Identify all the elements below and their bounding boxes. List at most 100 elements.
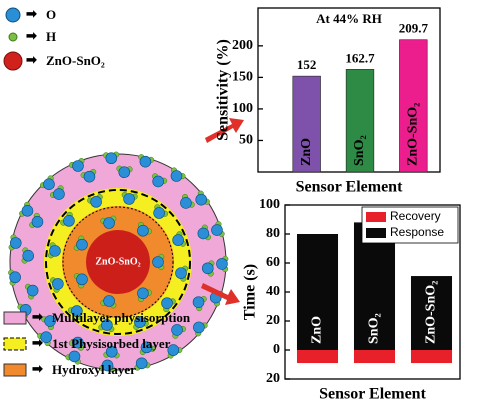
y-tick-label: 100 xyxy=(259,197,280,212)
core-icon xyxy=(3,51,23,71)
y-tick-label: 20 xyxy=(266,313,280,328)
data-label: 152 xyxy=(297,57,317,72)
y-tick-label: 40 xyxy=(266,284,280,299)
o-atom xyxy=(44,315,56,327)
core-label: ZnO-SnO₂ xyxy=(95,256,140,267)
o-atom xyxy=(152,256,164,268)
o-icon xyxy=(5,7,21,23)
y-tick-label: 20 xyxy=(266,371,280,386)
legend-text: 1st Physisorbed layer xyxy=(52,336,171,351)
o-atom xyxy=(72,160,84,172)
o-atom xyxy=(180,197,192,209)
h-icon xyxy=(8,32,18,42)
o-atom xyxy=(71,305,83,317)
o-atom xyxy=(22,249,35,262)
o-atom xyxy=(72,336,84,349)
o-atom xyxy=(105,152,118,165)
o-atom xyxy=(101,359,114,372)
dot-ring xyxy=(62,206,174,318)
o-atom xyxy=(90,196,102,208)
y-tick-label: 80 xyxy=(266,226,280,241)
data-label: 162.7 xyxy=(345,50,375,65)
o-atom xyxy=(153,207,165,219)
o-atom xyxy=(76,238,88,251)
o-atom xyxy=(139,155,152,168)
bar-segment xyxy=(296,350,339,364)
o-atom xyxy=(9,271,21,284)
arrow: ➡ xyxy=(32,361,43,376)
x-axis-label: Sensor Element xyxy=(296,179,403,196)
legend-label: Recovery xyxy=(390,209,441,223)
y-tick-label: 200 xyxy=(232,38,253,53)
o-atom xyxy=(63,215,75,227)
o-atom xyxy=(118,166,131,179)
core xyxy=(86,230,150,294)
o-atom xyxy=(43,178,55,191)
data-label: 209.7 xyxy=(399,21,429,36)
bar-segment xyxy=(353,350,396,364)
o-atom xyxy=(53,188,65,200)
bar-segment xyxy=(296,234,339,350)
o-atom xyxy=(103,217,115,229)
arrow: ➡ xyxy=(26,52,37,67)
legend-text: ZnO-SnO₂ xyxy=(46,53,105,68)
o-atom xyxy=(193,321,205,334)
o-atom xyxy=(105,345,118,358)
category-label: ZnO xyxy=(310,316,325,344)
o-atom xyxy=(211,224,223,236)
bar xyxy=(345,69,375,173)
o-atom xyxy=(175,267,187,279)
legend-swatch xyxy=(366,212,386,222)
o-atom xyxy=(170,170,183,182)
o-atom xyxy=(9,237,22,249)
arrow: ➡ xyxy=(32,335,43,350)
dash-ring xyxy=(45,189,191,335)
category-label: ZnO xyxy=(299,138,314,166)
y-axis-label: Sensitivity (%) xyxy=(215,39,232,141)
red-arrow xyxy=(205,118,244,143)
o-atom xyxy=(52,278,64,290)
o-atom xyxy=(201,262,214,275)
y-tick-label: 0 xyxy=(273,342,280,357)
o-atom xyxy=(137,224,149,237)
legend-swatch xyxy=(366,228,386,238)
atoms xyxy=(8,151,229,373)
category-label: ZnO-SnO₂ xyxy=(406,103,421,166)
o-atom xyxy=(192,296,205,308)
o-atom xyxy=(21,205,34,217)
swatch xyxy=(3,311,27,325)
diagram: ➡ O ➡ H ➡ ZnO-SnO₂ ZnO-SnO₂ ➡ Multilayer… xyxy=(3,6,244,377)
red-arrow xyxy=(201,283,240,305)
legend-label: Response xyxy=(390,225,444,239)
bar-segment xyxy=(410,276,453,350)
category-label: SnO₂ xyxy=(367,313,382,344)
y-tick-label: 100 xyxy=(232,101,253,116)
o-atom xyxy=(140,341,153,354)
o-atom xyxy=(123,193,135,205)
category-label: SnO₂ xyxy=(352,135,367,166)
o-atom xyxy=(135,357,148,370)
o-atom xyxy=(40,331,52,344)
swatch xyxy=(3,337,27,351)
legend-text: Multilayer physisorption xyxy=(52,310,191,325)
o-atom xyxy=(152,175,164,188)
o-atom xyxy=(26,284,39,297)
bar-segment xyxy=(410,350,453,364)
annotation: At 44% RH xyxy=(316,11,382,26)
o-atom xyxy=(101,319,113,331)
bar-segment xyxy=(353,222,396,350)
o-atom xyxy=(171,324,183,336)
legend-text: Hydroxyl layer xyxy=(52,362,136,377)
o-atom xyxy=(49,245,61,257)
y-tick-label: 50 xyxy=(239,133,253,148)
arrow: ➡ xyxy=(32,309,43,324)
arrow: ➡ xyxy=(26,28,37,43)
o-atom xyxy=(137,287,149,300)
o-atom xyxy=(103,295,115,307)
y-tick-label: 150 xyxy=(232,70,253,85)
o-atom xyxy=(134,316,146,328)
o-atom xyxy=(68,350,81,363)
swatch xyxy=(3,363,27,377)
